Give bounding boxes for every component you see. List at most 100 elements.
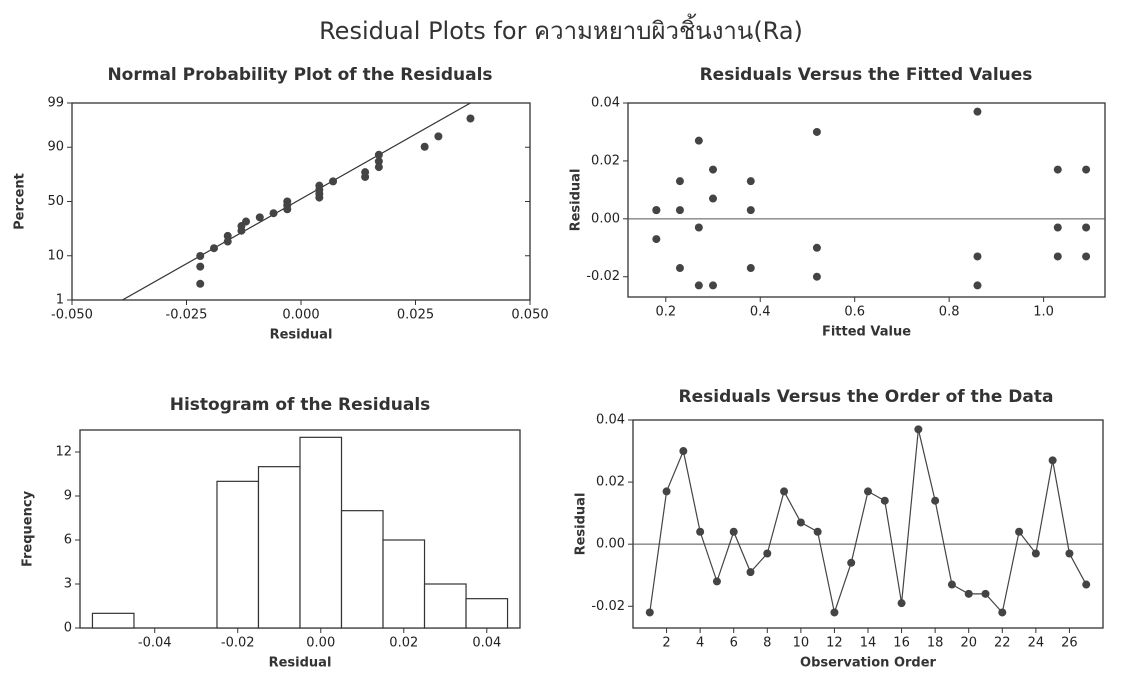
x-tick-label: 0.025 (397, 308, 434, 323)
point (676, 177, 684, 185)
point (329, 177, 337, 185)
x-tick-label: 0.4 (750, 305, 771, 320)
bar (425, 584, 467, 628)
point (196, 280, 204, 288)
point (242, 218, 250, 226)
point (210, 244, 218, 252)
point (747, 206, 755, 214)
point (864, 487, 872, 495)
point (224, 232, 232, 240)
panel-title: Residuals Versus the Order of the Data (679, 387, 1054, 407)
y-tick-label: 0.02 (591, 153, 620, 168)
point (695, 224, 703, 232)
x-tick-label: 0.000 (282, 308, 319, 323)
y-axis-label: Residual (574, 493, 589, 556)
x-tick-label: -0.025 (166, 308, 208, 323)
point (1082, 224, 1090, 232)
point (797, 518, 805, 526)
x-tick-label: 24 (1028, 636, 1045, 651)
y-tick-label: 0.02 (596, 475, 625, 490)
point (1054, 252, 1062, 260)
y-tick-label: 9 (64, 489, 72, 504)
point (973, 108, 981, 116)
bar (92, 613, 134, 628)
y-tick-label: 12 (55, 445, 72, 460)
point (646, 608, 654, 616)
point (256, 213, 264, 221)
point (713, 577, 721, 585)
x-axis-label: Fitted Value (822, 325, 911, 340)
bar (300, 437, 342, 628)
point (466, 115, 474, 123)
y-tick-label: 1 (56, 293, 64, 308)
point (663, 487, 671, 495)
background (0, 0, 1123, 677)
x-tick-label: 4 (696, 636, 704, 651)
point (763, 549, 771, 557)
x-tick-label: 0.8 (939, 305, 960, 320)
point (679, 447, 687, 455)
x-tick-label: 14 (860, 636, 877, 651)
point (730, 528, 738, 536)
x-tick-label: 2 (662, 636, 670, 651)
y-tick-label: 6 (64, 533, 72, 548)
point (847, 559, 855, 567)
x-tick-label: 20 (960, 636, 977, 651)
bar (217, 481, 259, 628)
point (1082, 166, 1090, 174)
point (695, 281, 703, 289)
y-axis-label: Residual (569, 169, 584, 232)
point (270, 209, 278, 217)
point (813, 244, 821, 252)
point (914, 425, 922, 433)
point (747, 177, 755, 185)
x-tick-label: 12 (826, 636, 843, 651)
y-tick-label: 3 (64, 577, 72, 592)
point (898, 599, 906, 607)
y-tick-label: 99 (47, 96, 64, 111)
x-tick-label: 0.00 (306, 636, 335, 651)
point (696, 528, 704, 536)
y-tick-label: 0.04 (591, 96, 620, 111)
point (196, 263, 204, 271)
point (830, 608, 838, 616)
y-axis-label: Percent (13, 173, 28, 230)
x-tick-label: -0.050 (51, 308, 93, 323)
point (973, 281, 981, 289)
point (1082, 252, 1090, 260)
x-tick-label: 6 (730, 636, 738, 651)
main-title: Residual Plots for ความหยาบผิวชิ้นงาน(Ra… (319, 13, 803, 45)
point (931, 497, 939, 505)
x-tick-label: 0.050 (511, 308, 548, 323)
panel-title: Histogram of the Residuals (170, 395, 431, 415)
y-tick-label: -0.02 (591, 599, 625, 614)
point (315, 182, 323, 190)
point (421, 143, 429, 151)
bar (466, 599, 508, 628)
chart: Residual Plots for ความหยาบผิวชิ้นงาน(Ra… (0, 0, 1123, 677)
x-tick-label: 26 (1061, 636, 1078, 651)
x-tick-label: 10 (793, 636, 810, 651)
point (434, 132, 442, 140)
y-tick-label: 10 (47, 248, 64, 263)
point (1065, 549, 1073, 557)
y-tick-label: -0.02 (586, 269, 620, 284)
x-tick-label: 0.02 (389, 636, 418, 651)
x-tick-label: 16 (893, 636, 910, 651)
x-tick-label: -0.02 (221, 636, 255, 651)
point (1054, 166, 1062, 174)
y-axis-label: Frequency (21, 490, 36, 567)
point (813, 128, 821, 136)
point (375, 151, 383, 159)
point (1054, 224, 1062, 232)
point (813, 273, 821, 281)
bar (383, 540, 425, 628)
point (709, 281, 717, 289)
point (1032, 549, 1040, 557)
point (814, 528, 822, 536)
point (652, 235, 660, 243)
x-axis-label: Observation Order (800, 656, 937, 671)
x-tick-label: 8 (763, 636, 771, 651)
point (1015, 528, 1023, 536)
panel-title: Normal Probability Plot of the Residuals (107, 65, 492, 85)
